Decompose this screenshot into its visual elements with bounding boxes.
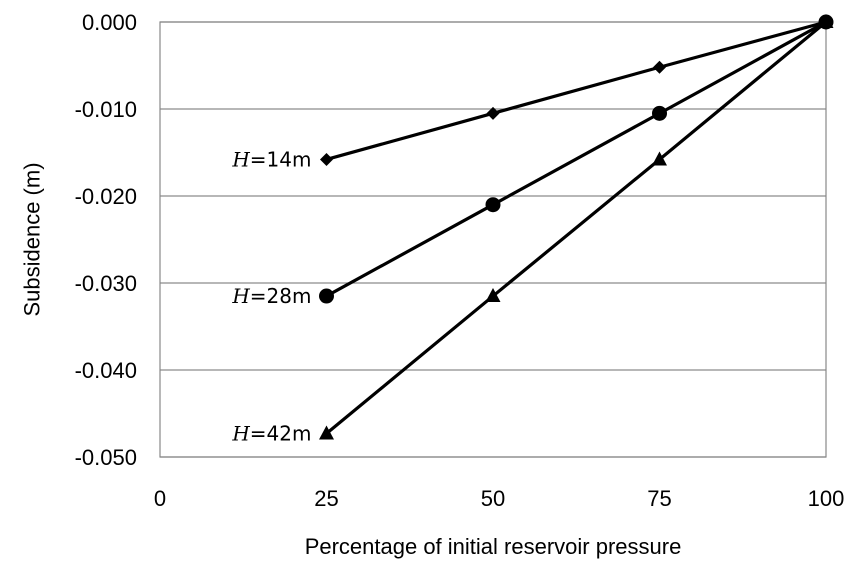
y-tick-label: 0.000: [82, 10, 137, 35]
series-label-value: =14m: [250, 147, 312, 171]
data-point-diamond: [486, 106, 500, 120]
y-tick-label: -0.020: [75, 184, 137, 209]
data-point-triangle: [319, 425, 334, 440]
y-tick-label: -0.010: [75, 97, 137, 122]
data-point-triangle: [652, 151, 667, 166]
series-label: H=14m: [231, 147, 311, 171]
y-tick-label: -0.050: [75, 445, 137, 470]
series-lines: [319, 14, 834, 440]
x-tick-label: 50: [481, 486, 505, 511]
series-label-variable: H: [231, 422, 250, 446]
y-tick-label: -0.030: [75, 271, 137, 296]
series-label: H=28m: [231, 284, 311, 308]
data-point-diamond: [320, 152, 333, 166]
series-label-value: =28m: [250, 284, 312, 308]
data-point-circle: [319, 288, 334, 304]
series-line: [325, 20, 828, 435]
x-tick-labels: 0 25 50 75 100: [154, 486, 844, 511]
series-label: H=42m: [231, 422, 311, 446]
series-line: [326, 20, 827, 162]
series-triangle: [319, 14, 834, 440]
x-tick-label: 25: [314, 486, 338, 511]
series-label-value: =42m: [250, 422, 312, 446]
data-point-triangle: [818, 14, 834, 28]
y-tick-label: -0.040: [75, 358, 137, 383]
series-circle: [319, 14, 834, 304]
series-label-variable: H: [231, 147, 250, 171]
data-point-circle: [652, 105, 667, 121]
x-tick-label: 75: [647, 486, 671, 511]
data-point-triangle: [485, 288, 501, 303]
y-tick-labels: 0.000 -0.010 -0.020 -0.030 -0.040 -0.050: [75, 10, 137, 470]
data-point-diamond: [653, 60, 666, 74]
x-tick-label: 100: [808, 486, 845, 511]
gridlines: [160, 21, 826, 458]
series-label-variable: H: [231, 284, 250, 308]
series-diamond: [320, 15, 833, 166]
plot-area: [159, 21, 827, 458]
x-axis-title: Percentage of initial reservoir pressure: [305, 534, 682, 559]
y-axis-title: Subsidence (m): [20, 162, 45, 316]
data-point-circle: [485, 197, 501, 213]
x-tick-label: 0: [154, 486, 166, 511]
series-line: [325, 20, 827, 298]
